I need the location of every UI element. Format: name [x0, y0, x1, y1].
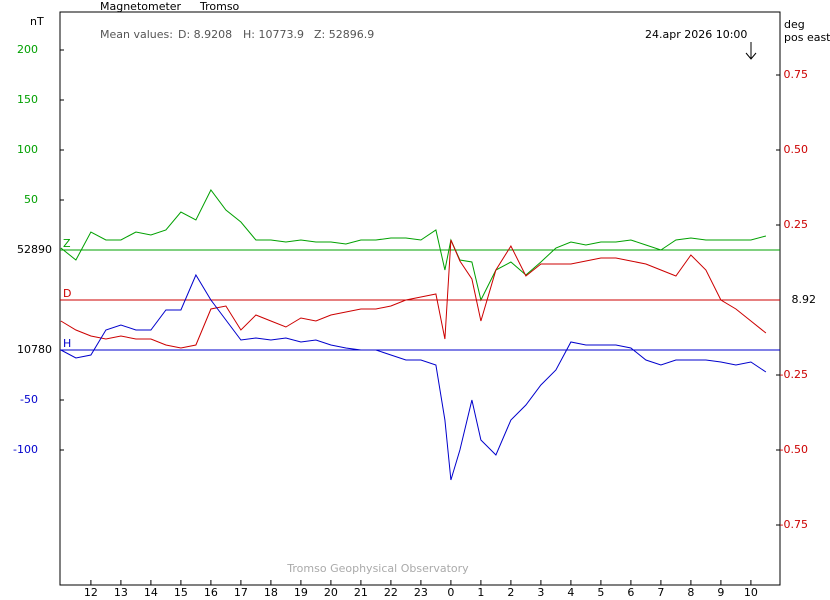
x-tick-label: 7	[657, 586, 664, 599]
y-tick-label: 52890	[17, 243, 52, 256]
y-tick-label: -50	[20, 393, 38, 406]
series-label: D	[63, 287, 71, 300]
series-line	[60, 239, 767, 349]
x-tick-label: 21	[354, 586, 368, 599]
x-tick-label: 5	[597, 586, 604, 599]
credit: Tromso Geophysical Observatory	[286, 562, 469, 575]
x-tick-label: 2	[507, 586, 514, 599]
x-tick-label: 12	[84, 586, 98, 599]
x-tick-label: 1	[477, 586, 484, 599]
series-line	[60, 273, 767, 481]
y2-tick-label: 0.50	[784, 143, 809, 156]
x-tick-label: 4	[567, 586, 574, 599]
x-tick-label: 0	[447, 586, 454, 599]
mean-value: Z: 52896.9	[314, 28, 374, 41]
x-tick-label: 16	[204, 586, 218, 599]
y2-tick-label: 8.92	[792, 293, 817, 306]
mean-values-label: Mean values:	[100, 28, 173, 41]
x-tick-label: 15	[174, 586, 188, 599]
now-arrow-head	[745, 52, 757, 60]
y-tick-label: 10780	[17, 343, 52, 356]
y2-axis-label: pos east	[784, 31, 830, 44]
header-title: Magnetometer	[100, 0, 182, 13]
y-axis-label: nT	[30, 15, 44, 28]
x-tick-label: 8	[687, 586, 694, 599]
mean-value: H: 10773.9	[243, 28, 304, 41]
x-tick-label: 17	[234, 586, 248, 599]
x-tick-label: 14	[144, 586, 158, 599]
y-tick-label: 50	[24, 193, 38, 206]
y-tick-label: 200	[17, 43, 38, 56]
y-tick-label: -100	[13, 443, 38, 456]
x-tick-label: 20	[324, 586, 338, 599]
x-tick-label: 3	[537, 586, 544, 599]
plot-frame	[59, 11, 781, 586]
x-tick-label: 9	[717, 586, 724, 599]
x-tick-label: 19	[294, 586, 308, 599]
y2-tick-label: 0.25	[784, 218, 809, 231]
series-label: Z	[63, 237, 71, 250]
y-tick-label: 150	[17, 93, 38, 106]
series-label: H	[63, 337, 71, 350]
header-station: Tromso	[199, 0, 240, 13]
mean-value: D: 8.9208	[178, 28, 232, 41]
x-tick-label: 22	[384, 586, 398, 599]
x-tick-label: 10	[744, 586, 758, 599]
x-tick-label: 23	[414, 586, 428, 599]
timestamp: 24.apr 2026 10:00	[645, 28, 747, 41]
x-tick-label: 6	[627, 586, 634, 599]
y2-tick-label: 0.75	[784, 68, 809, 81]
series-line	[60, 189, 767, 302]
y2-tick-label: -0.25	[780, 368, 808, 381]
y-tick-label: 100	[17, 143, 38, 156]
x-tick-label: 18	[264, 586, 278, 599]
y2-tick-label: -0.50	[780, 443, 808, 456]
y2-tick-label: -0.75	[780, 518, 808, 531]
x-tick-label: 13	[114, 586, 128, 599]
y2-axis-label: deg	[784, 18, 805, 31]
